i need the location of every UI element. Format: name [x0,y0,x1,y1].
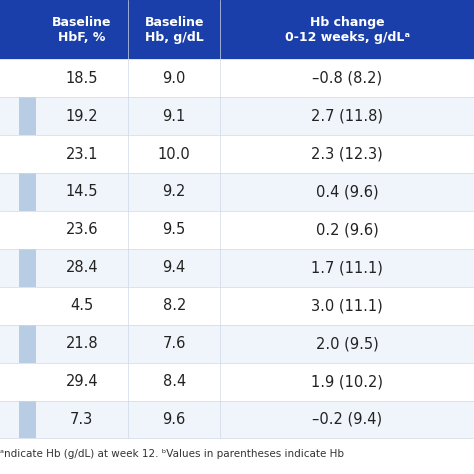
Text: 1.9 (10.2): 1.9 (10.2) [311,374,383,389]
Text: Baseline
Hb, g/dL: Baseline Hb, g/dL [145,16,204,44]
Bar [19,211,36,249]
Bar [0,59,474,97]
Bar [19,135,36,173]
Bar [19,97,36,135]
Text: Baseline
HbF, %: Baseline HbF, % [52,16,111,44]
Text: –0.8 (8.2): –0.8 (8.2) [312,71,382,86]
Bar [0,363,474,401]
Text: 9.6: 9.6 [163,412,186,427]
Text: 28.4: 28.4 [65,260,98,275]
Text: ᵃndicate Hb (g/dL) at week 12. ᵇValues in parentheses indicate Hb: ᵃndicate Hb (g/dL) at week 12. ᵇValues i… [0,449,344,459]
Bar [0,401,474,438]
Text: 21.8: 21.8 [65,336,98,351]
Text: 1.7 (11.1): 1.7 (11.1) [311,260,383,275]
Text: 4.5: 4.5 [70,298,93,313]
Text: 23.6: 23.6 [65,222,98,237]
Text: 9.1: 9.1 [163,109,186,124]
Bar [19,249,36,287]
Text: 8.4: 8.4 [163,374,186,389]
Bar [0,173,474,211]
Bar [19,173,36,211]
Bar [0,287,474,325]
Text: 2.0 (9.5): 2.0 (9.5) [316,336,379,351]
Text: 7.6: 7.6 [163,336,186,351]
Bar [0,135,474,173]
Text: 19.2: 19.2 [65,109,98,124]
Text: Hb change
0-12 weeks, g/dLᵃ: Hb change 0-12 weeks, g/dLᵃ [285,16,410,44]
Text: 29.4: 29.4 [65,374,98,389]
Text: 9.5: 9.5 [163,222,186,237]
Bar [0,97,474,135]
Text: 3.0 (11.1): 3.0 (11.1) [311,298,383,313]
Text: 10.0: 10.0 [158,146,191,162]
Bar [0,0,36,59]
Text: 9.0: 9.0 [163,71,186,86]
Text: 23.1: 23.1 [65,146,98,162]
Text: –0.2 (9.4): –0.2 (9.4) [312,412,382,427]
Text: 14.5: 14.5 [65,184,98,200]
Bar [19,401,36,438]
Text: 9.2: 9.2 [163,184,186,200]
Text: 2.3 (12.3): 2.3 (12.3) [311,146,383,162]
Text: 0.4 (9.6): 0.4 (9.6) [316,184,379,200]
Text: 9.4: 9.4 [163,260,186,275]
Text: 2.7 (11.8): 2.7 (11.8) [311,109,383,124]
Text: 0.2 (9.6): 0.2 (9.6) [316,222,379,237]
Bar [0,249,474,287]
Bar [0,325,474,363]
Text: 8.2: 8.2 [163,298,186,313]
Text: 7.3: 7.3 [70,412,93,427]
Bar [19,363,36,401]
Bar [36,0,128,59]
Bar [19,287,36,325]
Bar [19,59,36,97]
Bar [0,211,474,249]
Bar [0,438,474,474]
Bar [128,0,220,59]
Text: 18.5: 18.5 [65,71,98,86]
Bar [220,0,474,59]
Bar [19,325,36,363]
